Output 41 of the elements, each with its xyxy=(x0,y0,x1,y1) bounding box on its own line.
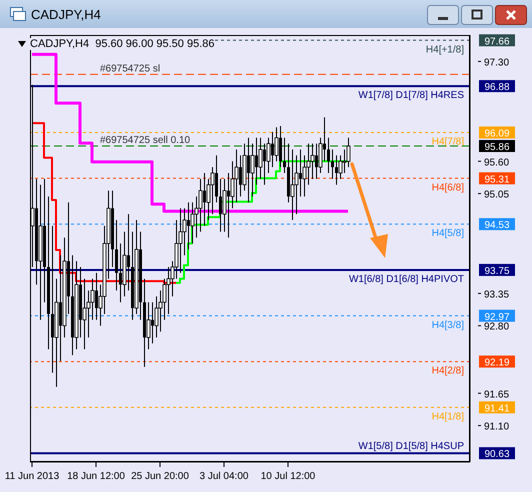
y-tick-label: 92.97 xyxy=(484,312,510,323)
y-tick-label: 96.09 xyxy=(484,128,510,140)
ref-line-label: W1[5/8] D1[5/8] H4SUP xyxy=(358,441,464,452)
y-tick-label: 91.41 xyxy=(484,403,510,414)
y-tick-label: 95.31 xyxy=(484,174,510,186)
candlestick xyxy=(115,220,118,291)
ref-line-label: W1[6/8] D1[6/8] H4PIVOT xyxy=(348,274,464,285)
ref-line-label: #69754725 sl xyxy=(100,63,160,74)
y-tick-label: 91.10 xyxy=(484,422,510,433)
ref-line-label: H4[+1/8] xyxy=(426,44,464,56)
ref-line-label: H4[3/8] xyxy=(432,320,464,331)
ref-line-label: W1[7/8] D1[7/8] H4RES xyxy=(358,90,464,102)
x-tick-label: 25 Jun 20:00 xyxy=(131,471,190,482)
ref-line-label: H4[6/8] xyxy=(432,182,464,194)
y-tick-label: 93.35 xyxy=(484,289,510,300)
chart-title: CADJPY,H4 xyxy=(31,7,101,22)
y-tick-label: 92.80 xyxy=(484,322,510,333)
y-tick-label: 95.86 xyxy=(484,142,510,154)
y-tick-label: 97.66 xyxy=(484,36,510,48)
ref-line-label: H4[5/8] xyxy=(432,228,464,240)
y-tick-label: 95.60 xyxy=(484,157,510,168)
ref-line-label: H4[1/8] xyxy=(432,411,464,422)
y-tick-label: 91.65 xyxy=(484,389,510,400)
x-tick-label: 18 Jun 12:00 xyxy=(67,471,126,482)
candlestick xyxy=(327,137,330,174)
y-tick-label: 90.63 xyxy=(484,449,510,460)
candlestick xyxy=(283,137,286,174)
ref-line-label: H4[2/8] xyxy=(432,366,464,377)
ref-line-label: H4[7/8] xyxy=(432,136,464,148)
x-tick-label: 10 Jul 12:00 xyxy=(260,471,316,482)
candlestick xyxy=(331,149,334,180)
y-tick-label: 97.30 xyxy=(484,57,510,68)
chart-subtitle: CADJPY,H4 95.60 96.00 95.50 95.86 xyxy=(30,38,214,50)
y-tick-label: 96.88 xyxy=(484,82,510,94)
y-tick-label: 92.19 xyxy=(484,358,510,369)
y-tick-label: 94.53 xyxy=(484,220,510,232)
y-tick-label: 95.05 xyxy=(484,190,510,201)
x-tick-label: 3 Jul 04:00 xyxy=(200,471,249,482)
x-tick-label: 11 Jun 2013 xyxy=(4,471,60,482)
y-tick-label: 93.75 xyxy=(484,266,510,277)
ref-line-label: #69754725 sell 0.10 xyxy=(100,135,191,146)
